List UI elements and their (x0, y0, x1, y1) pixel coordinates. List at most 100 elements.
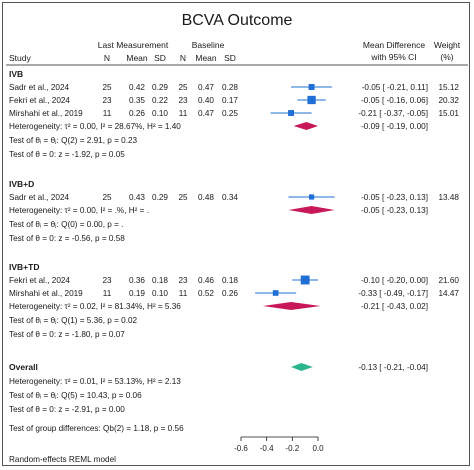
group-test-homogeneity-1: Test of θᵢ = θⱼ: Q(0) = 0.00, p = . (9, 220, 123, 229)
study-row-3-weight: 13.48 (439, 193, 460, 202)
group-differences-test: Test of group differences: Qb(2) = 1.18,… (9, 424, 184, 433)
study-row-5-sd2: 0.26 (222, 289, 238, 298)
study-row-2-mean2: 0.47 (198, 109, 214, 118)
overall-label: Overall (9, 362, 38, 372)
study-row-0-point (308, 84, 315, 90)
study-row-5-point (272, 290, 279, 296)
study-row-3-n2: 25 (178, 193, 188, 202)
study-row-1-weight: 20.32 (439, 96, 460, 105)
group-test-effect-1: Test of θ = 0: z = -0.56, p = 0.58 (9, 234, 125, 243)
study-row-2-ci-text: -0.21 [ -0.37, -0.05] (358, 109, 428, 118)
x-tick-label-1: -0.4 (260, 444, 274, 453)
study-row-1-mean1: 0.35 (129, 96, 145, 105)
study-row-0-weight: 15.12 (439, 83, 460, 92)
study-row-3-point (308, 194, 315, 200)
header-mean-baseline: Mean (195, 53, 217, 63)
header-with-ci: with 95% CI (370, 52, 416, 62)
study-row-3-mean2: 0.48 (198, 193, 214, 202)
study-row-4-ci-text: -0.10 [ -0.20, 0.00] (361, 276, 428, 285)
overall-test-effect: Test of θ = 0: z = -2.91, p = 0.00 (9, 405, 125, 414)
forest-rows: IVB Sadr et al., 2024 25 0.42 0.29 25 0.47 0.28… (9, 69, 459, 433)
header-study: Study (9, 53, 31, 63)
group-summary-ci-2: -0.21 [ -0.43, 0.02] (361, 302, 428, 311)
study-row-3-ci-text: -0.05 [ -0.23, 0.13] (361, 193, 428, 202)
group-heterogeneity-2: Heterogeneity: τ² = 0.02, I² = 81.34%, H… (9, 302, 181, 311)
group-test-effect-2: Test of θ = 0: z = -1.80, p = 0.07 (9, 330, 125, 339)
group-summary-diamond-0 (293, 122, 318, 130)
study-row-5-mean2: 0.52 (198, 289, 214, 298)
study-row-5-ci-text: -0.33 [ -0.49, -0.17] (358, 289, 428, 298)
group-test-homogeneity-0: Test of θᵢ = θⱼ: Q(2) = 2.91, p = 0.23 (9, 136, 138, 145)
study-row-4-sd1: 0.18 (152, 276, 168, 285)
header-weight-unit: (%) (440, 52, 453, 62)
study-row-5-sd1: 0.10 (152, 289, 168, 298)
group-label-2: IVB+TD (9, 262, 39, 272)
study-row-4-sd2: 0.18 (222, 276, 238, 285)
study-row-5-name: Mirshahi et al., 2019 (9, 289, 83, 298)
study-row-4-point (300, 275, 310, 285)
header-baseline: Baseline (192, 40, 225, 50)
group-label-0: IVB (9, 69, 23, 79)
header-n-last: N (104, 53, 110, 63)
header-mean-difference: Mean Difference (363, 40, 425, 50)
study-row-5-n2: 11 (179, 289, 188, 298)
study-row-4-n2: 23 (178, 276, 188, 285)
overall-ci-text: -0.13 [ -0.21, -0.04] (358, 363, 428, 372)
study-row-1-name: Fekri et al., 2024 (9, 96, 70, 105)
study-row-2-name: Mirshahi et al., 2019 (9, 109, 83, 118)
study-row-0-mean2: 0.47 (198, 83, 214, 92)
header-sd-baseline: SD (224, 53, 236, 63)
study-row-2-mean1: 0.26 (129, 109, 145, 118)
study-row-2-sd1: 0.10 (152, 109, 168, 118)
group-heterogeneity-0: Heterogeneity: τ² = 0.00, I² = 28.67%, H… (9, 122, 181, 131)
group-label-1: IVB+D (9, 179, 34, 189)
study-row-3-mean1: 0.43 (129, 193, 145, 202)
study-row-5-weight: 14.47 (439, 289, 460, 298)
header-mean-last: Mean (126, 53, 148, 63)
model-footnote: Random-effects REML model (9, 455, 116, 464)
group-heterogeneity-1: Heterogeneity: τ² = 0.00, I² = .%, H² = … (9, 206, 149, 215)
study-row-1-sd2: 0.17 (222, 96, 238, 105)
study-row-2-n2: 11 (179, 109, 188, 118)
group-summary-diamond-2 (262, 302, 321, 310)
study-row-0-sd1: 0.29 (152, 83, 168, 92)
study-row-0-n1: 25 (102, 83, 112, 92)
header-sd-last: SD (154, 53, 166, 63)
study-row-1-ci-text: -0.05 [ -0.16, 0.06] (361, 96, 428, 105)
figure-frame (2, 2, 470, 466)
study-row-0-mean1: 0.42 (129, 83, 145, 92)
study-row-3-sd1: 0.29 (152, 193, 168, 202)
study-row-2-weight: 15.01 (439, 109, 460, 118)
study-row-3-sd2: 0.34 (222, 193, 238, 202)
study-row-4-mean2: 0.46 (198, 276, 214, 285)
study-row-2-n1: 11 (103, 109, 112, 118)
study-row-1-mean2: 0.40 (198, 96, 214, 105)
header-n-baseline: N (180, 53, 186, 63)
x-tick-label-2: -0.2 (285, 444, 299, 453)
group-summary-ci-1: -0.05 [ -0.23, 0.13] (361, 206, 428, 215)
x-tick-label-3: 0.0 (312, 444, 324, 453)
study-row-2-point (288, 110, 295, 116)
overall-diamond (291, 363, 313, 371)
group-summary-ci-0: -0.09 [ -0.19, 0.00] (361, 122, 428, 131)
x-axis: -0.6 -0.4 -0.2 0.0 (234, 436, 324, 453)
study-row-4-mean1: 0.36 (129, 276, 145, 285)
study-row-5-n1: 11 (103, 289, 112, 298)
study-row-4-n1: 23 (102, 276, 112, 285)
study-row-0-n2: 25 (178, 83, 188, 92)
study-row-5-mean1: 0.19 (129, 289, 145, 298)
x-tick-label-0: -0.6 (234, 444, 248, 453)
chart-title: BCVA Outcome (182, 12, 293, 29)
study-row-4-weight: 21.60 (439, 276, 460, 285)
study-row-0-sd2: 0.28 (222, 83, 238, 92)
study-row-3-n1: 25 (102, 193, 112, 202)
header-weight: Weight (434, 40, 461, 50)
study-row-0-ci-text: -0.05 [ -0.21, 0.11] (362, 83, 428, 92)
study-row-1-point (307, 95, 316, 105)
group-test-effect-0: Test of θ = 0: z = -1.92, p = 0.05 (9, 150, 125, 159)
study-row-0-name: Sadr et al., 2024 (9, 83, 70, 92)
overall-test-homogeneity: Test of θᵢ = θⱼ: Q(5) = 10.43, p = 0.06 (9, 391, 142, 400)
overall-heterogeneity: Heterogeneity: τ² = 0.01, I² = 53.13%, H… (9, 377, 181, 386)
study-row-4-name: Fekri et al., 2024 (9, 276, 70, 285)
